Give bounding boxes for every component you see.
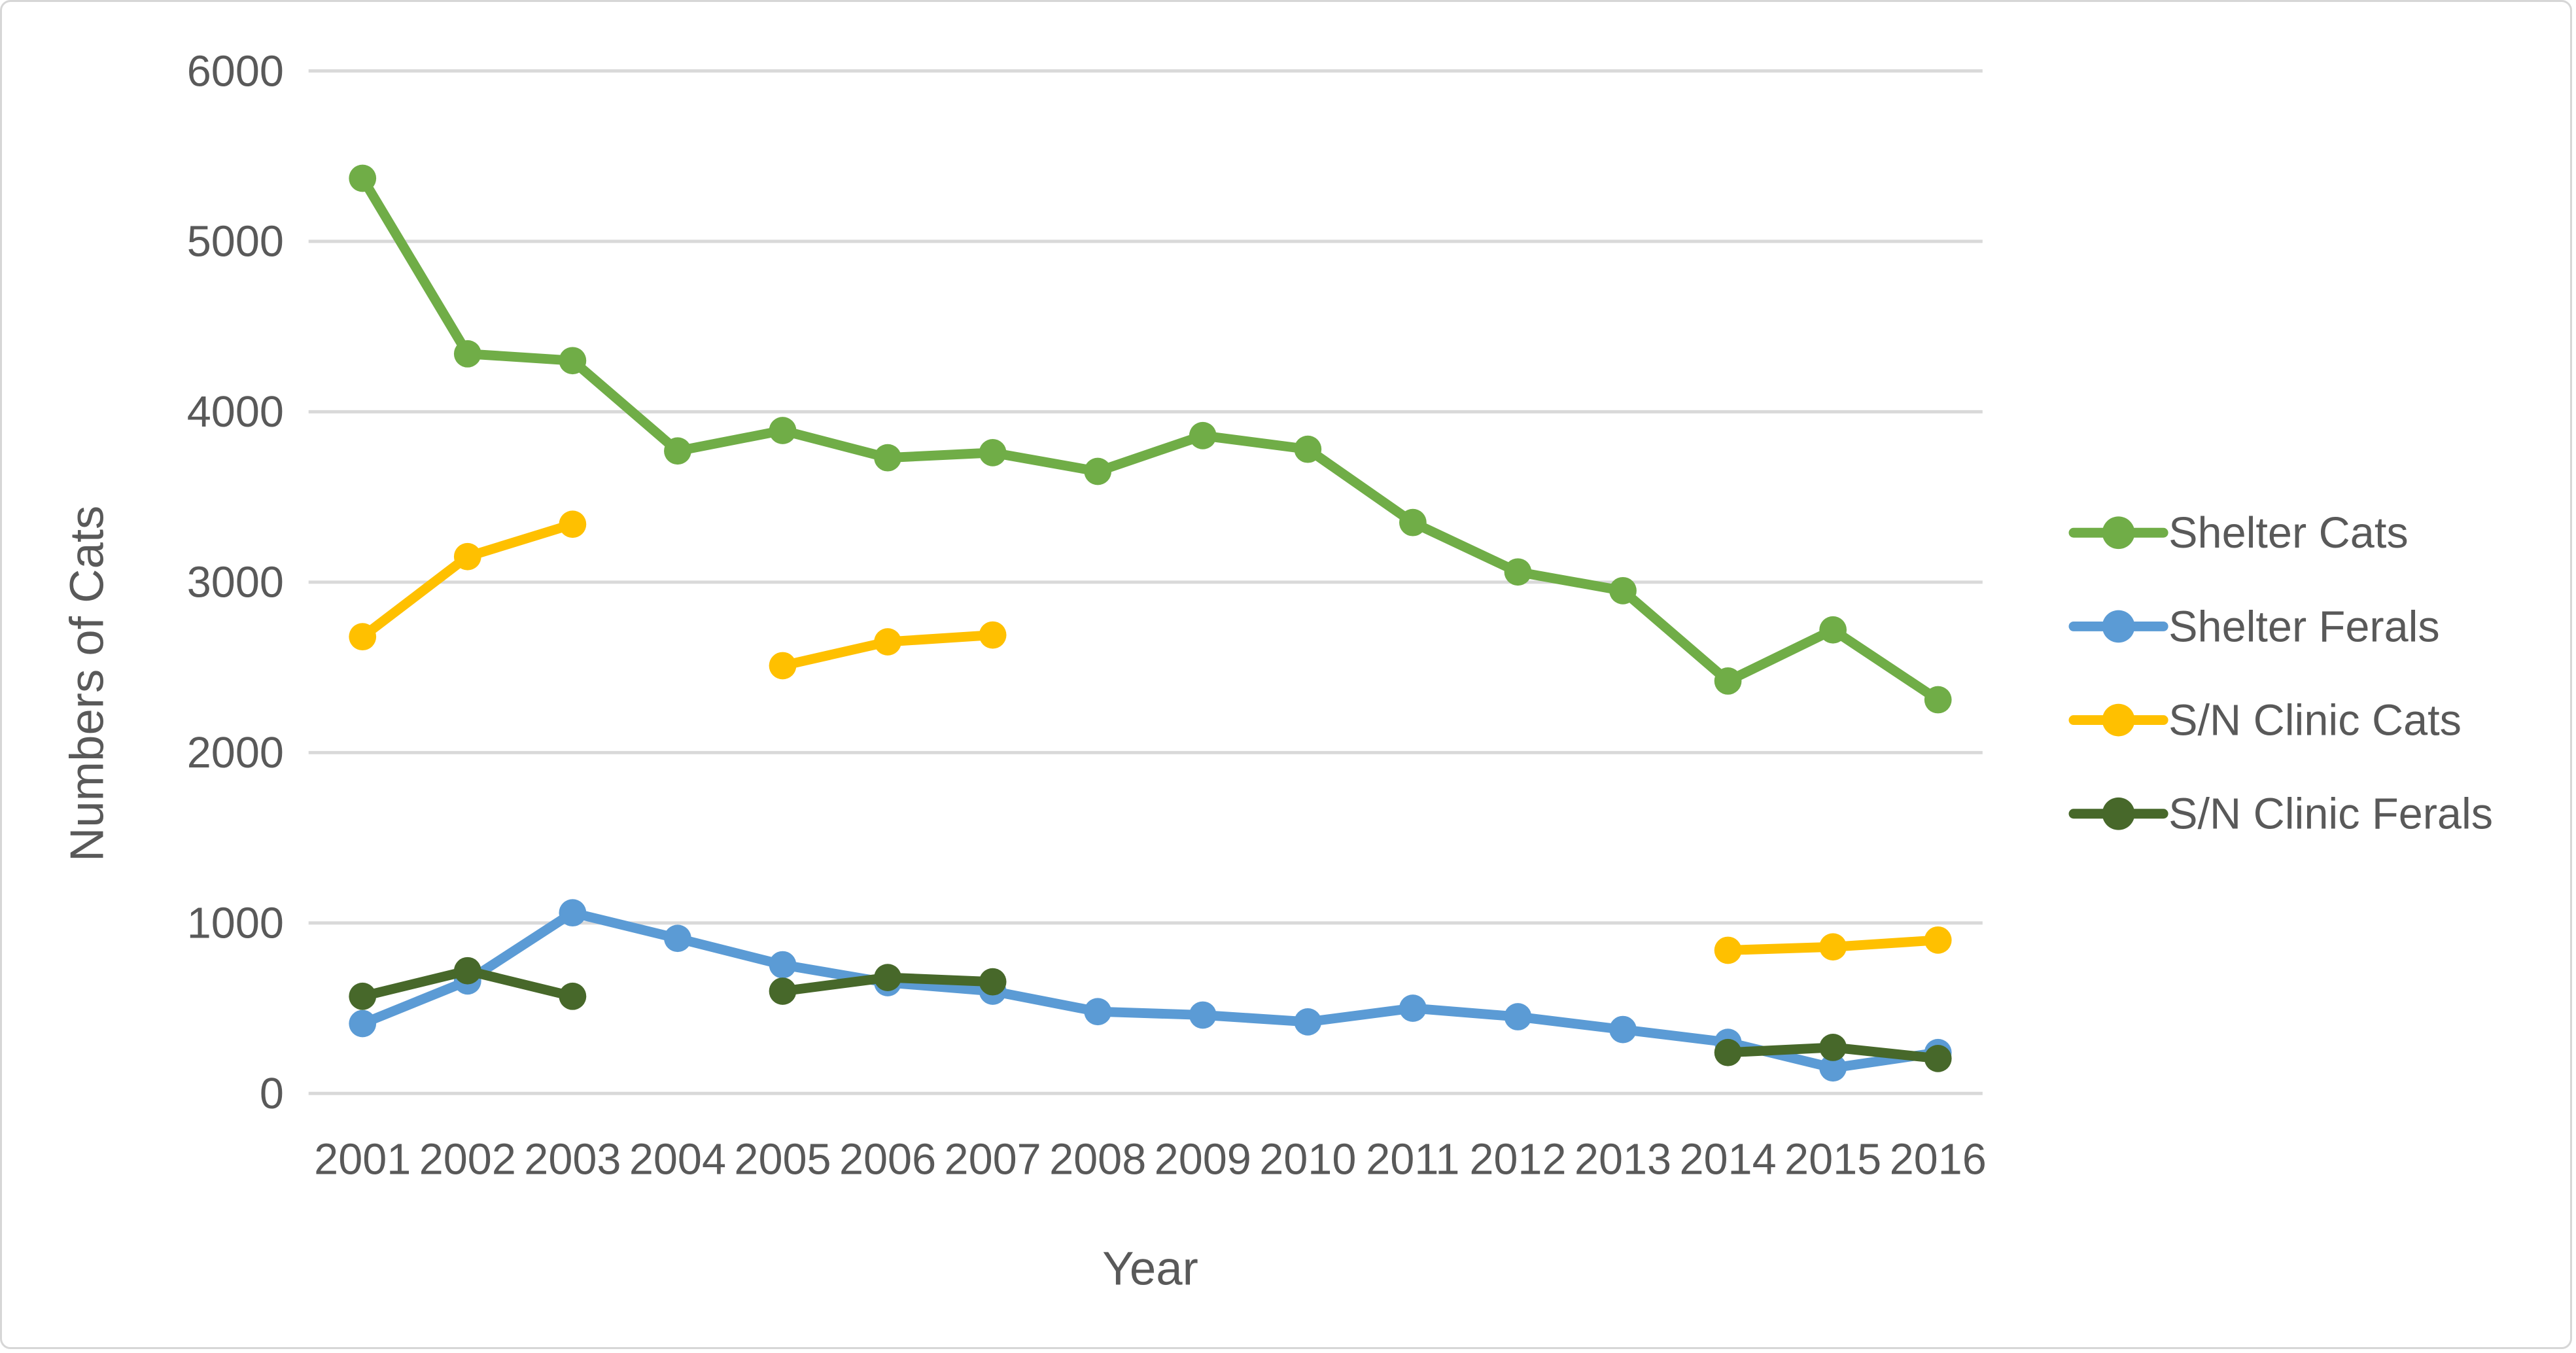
axis-title-x: Year (1102, 1242, 1198, 1295)
marker-s-n-clinic-ferals-2002 (453, 957, 481, 985)
marker-shelter-ferals-2013 (1609, 1015, 1637, 1044)
marker-s-n-clinic-cats-2006 (874, 628, 901, 656)
x-tick-label-2005: 2005 (734, 1136, 831, 1184)
marker-shelter-ferals-2015 (1819, 1054, 1847, 1082)
marker-shelter-cats-2016 (1924, 686, 1952, 714)
marker-shelter-ferals-2010 (1294, 1008, 1322, 1036)
marker-s-n-clinic-ferals-2014 (1714, 1038, 1742, 1066)
x-tick-label-2004: 2004 (629, 1136, 726, 1184)
y-tick-label-2000: 2000 (187, 729, 284, 777)
legend-swatch-dot-s-n-clinic-cats (2102, 703, 2135, 737)
marker-shelter-cats-2007 (979, 438, 1007, 466)
marker-shelter-cats-2005 (769, 417, 797, 444)
legend-item-shelter-ferals: Shelter Ferals (2068, 603, 2440, 651)
x-tick-label-2011: 2011 (1366, 1136, 1459, 1184)
x-tick-label-2008: 2008 (1049, 1136, 1146, 1184)
marker-shelter-ferals-2005 (769, 951, 797, 979)
series-line-s-n-clinic-cats (357, 519, 1943, 955)
marker-shelter-cats-2004 (664, 437, 691, 465)
x-tick-label-2012: 2012 (1469, 1136, 1566, 1184)
marker-s-n-clinic-ferals-2015 (1819, 1034, 1847, 1061)
legend-swatch-dot-s-n-clinic-ferals (2102, 797, 2135, 830)
marker-s-n-clinic-cats-2002 (453, 542, 481, 571)
legend-label-s-n-clinic-ferals: S/N Clinic Ferals (2168, 790, 2493, 839)
marker-shelter-cats-2002 (453, 340, 481, 368)
marker-shelter-ferals-2004 (664, 924, 691, 953)
series-line-shelter-cats (357, 173, 1943, 705)
x-tick-label-2010: 2010 (1259, 1136, 1356, 1184)
legend-swatch-dot-shelter-ferals (2102, 610, 2135, 643)
marker-shelter-ferals-2011 (1399, 994, 1427, 1022)
marker-s-n-clinic-cats-2001 (349, 623, 377, 651)
legend-item-s-n-clinic-cats: S/N Clinic Cats (2068, 696, 2462, 745)
legend-swatch-dot-shelter-cats (2102, 516, 2135, 550)
marker-s-n-clinic-cats-2003 (559, 510, 587, 538)
x-tick-label-2007: 2007 (945, 1136, 1041, 1184)
x-tick-label-2002: 2002 (419, 1136, 516, 1184)
marker-shelter-cats-2012 (1504, 558, 1532, 586)
marker-s-n-clinic-ferals-2003 (559, 982, 587, 1010)
x-tick-label-2015: 2015 (1784, 1136, 1881, 1184)
x-tick-label-2009: 2009 (1155, 1136, 1251, 1184)
y-tick-label-1000: 1000 (187, 900, 284, 948)
x-tick-label-2006: 2006 (839, 1136, 936, 1184)
axis-title-y: Numbers of Cats (61, 506, 114, 862)
marker-s-n-clinic-ferals-2006 (874, 964, 901, 992)
x-tick-label-2001: 2001 (314, 1136, 411, 1184)
marker-shelter-ferals-2009 (1189, 1001, 1217, 1029)
marker-shelter-cats-2001 (349, 164, 377, 192)
legend-label-shelter-ferals: Shelter Ferals (2168, 603, 2440, 651)
y-tick-label-0: 0 (260, 1070, 284, 1118)
series-line-shelter-ferals (357, 907, 1943, 1073)
marker-shelter-cats-2014 (1714, 667, 1742, 695)
y-tick-label-4000: 4000 (187, 388, 284, 436)
y-tick-label-6000: 6000 (187, 47, 284, 96)
legend-item-s-n-clinic-ferals: S/N Clinic Ferals (2068, 790, 2493, 839)
marker-s-n-clinic-ferals-2007 (979, 968, 1007, 996)
marker-shelter-cats-2011 (1399, 508, 1427, 536)
marker-shelter-cats-2013 (1609, 576, 1637, 605)
marker-shelter-cats-2015 (1819, 616, 1847, 644)
marker-shelter-cats-2003 (559, 347, 587, 375)
marker-shelter-cats-2008 (1084, 457, 1112, 485)
marker-shelter-cats-2010 (1294, 435, 1322, 463)
y-tick-label-3000: 3000 (187, 559, 284, 607)
marker-s-n-clinic-cats-2014 (1714, 936, 1742, 964)
legend-label-shelter-cats: Shelter Cats (2168, 509, 2409, 557)
marker-shelter-ferals-2003 (559, 899, 587, 927)
marker-shelter-ferals-2001 (349, 1010, 377, 1038)
marker-shelter-ferals-2012 (1504, 1003, 1532, 1030)
marker-s-n-clinic-cats-2007 (979, 621, 1007, 649)
legend-label-s-n-clinic-cats: S/N Clinic Cats (2168, 696, 2462, 745)
marker-s-n-clinic-cats-2005 (769, 652, 797, 680)
marker-shelter-ferals-2008 (1084, 998, 1112, 1026)
marker-shelter-cats-2009 (1189, 421, 1217, 449)
x-tick-label-2014: 2014 (1679, 1136, 1776, 1184)
marker-s-n-clinic-cats-2016 (1924, 926, 1952, 954)
marker-s-n-clinic-ferals-2005 (769, 977, 797, 1005)
marker-s-n-clinic-ferals-2001 (349, 982, 377, 1010)
legend-item-shelter-cats: Shelter Cats (2068, 509, 2409, 557)
marker-s-n-clinic-ferals-2016 (1924, 1044, 1952, 1072)
marker-s-n-clinic-cats-2015 (1819, 933, 1847, 961)
x-tick-label-2013: 2013 (1575, 1136, 1671, 1184)
marker-shelter-cats-2006 (874, 444, 901, 472)
x-tick-label-2003: 2003 (524, 1136, 621, 1184)
x-tick-label-2016: 2016 (1890, 1136, 1987, 1184)
y-tick-label-5000: 5000 (187, 218, 284, 266)
